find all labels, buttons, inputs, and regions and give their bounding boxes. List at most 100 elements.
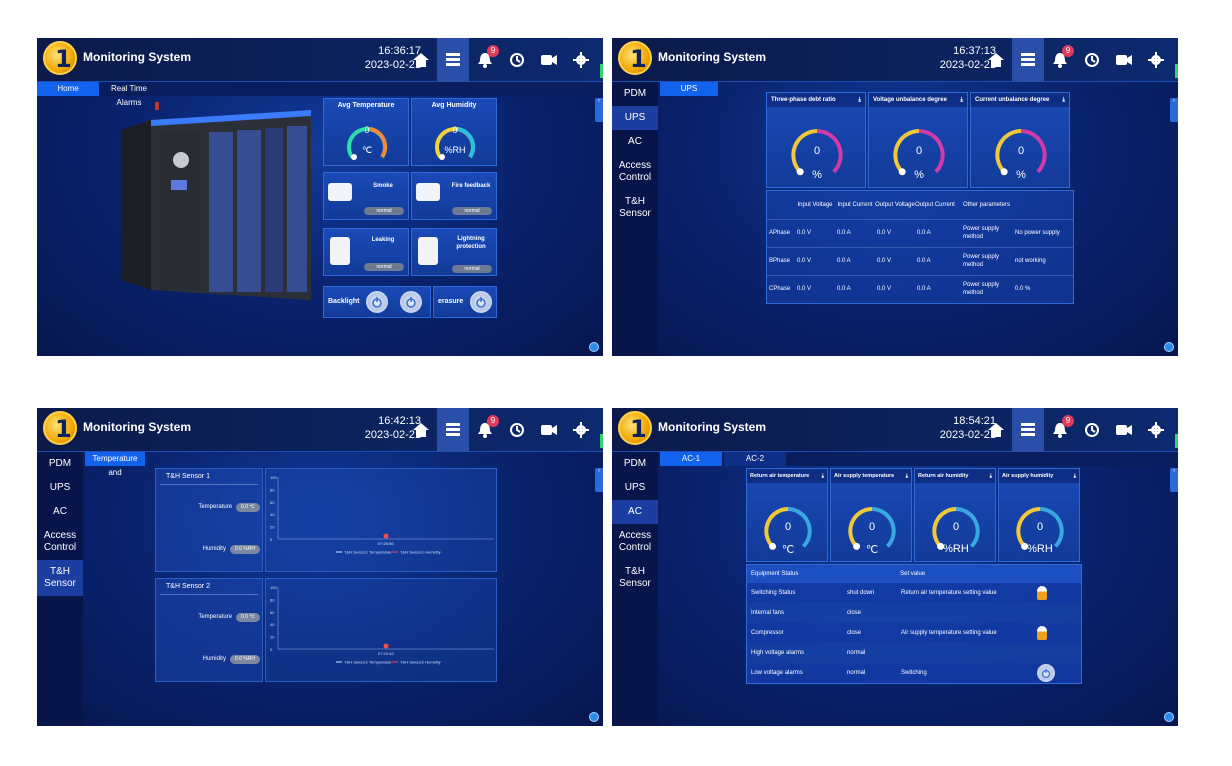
download-icon[interactable]: ⤓ [1073,473,1076,479]
data-point [383,643,389,649]
nav-icons: 9 [980,38,1172,82]
ac-gauge-header: Return air humidity ⤓ [915,469,995,483]
download-icon[interactable]: ⤓ [905,473,908,479]
avg-humidity-panel: Avg Humidity 0 %RH [411,98,497,166]
gear-icon[interactable] [1140,408,1172,452]
sidebar-item-th-sensor[interactable]: T&H Sensor [619,566,651,589]
ups-table-header: Input Voltage Input Current Output Volta… [767,193,1073,217]
y-tick-label: 60 [270,500,275,505]
sidebar-item-th-sensor[interactable]: T&H Sensor [619,196,651,219]
side-drawer-handle[interactable]: ‹ [1170,468,1178,492]
table-row: CPhase 0.0 V 0.0 A 0.0 V 0.0 A Power supply m… [767,275,1073,301]
legend-temperature: T&H Sensor1 Temperature [344,660,392,665]
parameter-name: Power supply method [963,225,1000,240]
tab-ac-2[interactable]: AC-2 [724,452,786,466]
fire-feedback-title: Fire feedback [451,183,491,189]
sidebar-item-ac[interactable]: AC [53,506,67,517]
bell-icon[interactable]: 9 [1044,408,1076,452]
tab-bar [37,82,603,96]
download-icon[interactable]: ⤓ [989,473,992,479]
home-icon[interactable] [405,38,437,82]
sidebar-item-pdm[interactable]: PDM [48,458,72,469]
sidebar: PDM UPS AC Access Control T&H Sensor [612,82,658,356]
tab-real-time-alarms[interactable]: Real Time Alarms [110,84,147,107]
ac-gauge-value: 0 [868,521,876,533]
bell-icon[interactable]: 9 [1044,38,1076,82]
home-icon[interactable] [980,408,1012,452]
gauge-arc-left [995,129,1022,174]
tab-ac-1[interactable]: AC-1 [660,452,722,466]
leaking-title: Leaking [371,237,395,243]
sidebar-item-access-control[interactable]: Access Control [618,530,652,553]
indicator-lamp-icon [1037,626,1047,640]
home-icon[interactable] [980,38,1012,82]
gauge-pointer [1000,168,1008,176]
avg-humidity-unit: %RH [444,145,466,155]
ac-gauge [932,507,980,550]
status-name: Internal fans [751,610,785,616]
switching-power-button[interactable] [1037,664,1055,682]
fullscreen-icon[interactable] [589,342,599,352]
sidebar-item-ac[interactable]: AC [628,136,642,147]
sidebar-item-ac[interactable]: AC [612,500,658,524]
dashboard-icon[interactable] [1012,38,1044,82]
sidebar-item-access-control[interactable]: Access Control [618,160,652,183]
table-row: High voltage alarms normal [747,643,1081,663]
download-icon[interactable]: ⤓ [858,97,861,103]
download-icon[interactable]: ⤓ [821,473,824,479]
fullscreen-icon[interactable] [589,712,599,722]
sensor-info-panel-2: T&H Sensor 2 Temperature 0.0 ℃ Humidity 0.0 … [155,578,263,682]
backlight-power-button-2[interactable] [400,291,422,313]
gear-icon[interactable] [1140,38,1172,82]
side-drawer-handle[interactable]: ‹ [595,98,603,122]
sidebar-item-ups[interactable]: UPS [624,482,646,493]
sidebar-item-ups[interactable]: UPS [49,482,71,493]
sidebar-item-th-sensor[interactable]: T&H Sensor [37,560,83,596]
backlight-power-button[interactable] [366,291,388,313]
camera-icon[interactable] [1108,408,1140,452]
fullscreen-icon[interactable] [1164,342,1174,352]
dashboard-icon[interactable] [437,38,469,82]
gear-icon[interactable] [565,38,597,82]
history-icon[interactable] [501,408,533,452]
tab-home[interactable]: Home [37,82,99,96]
history-icon[interactable] [501,38,533,82]
bell-icon[interactable]: 9 [469,38,501,82]
camera-icon[interactable] [533,408,565,452]
erasure-power-button[interactable] [470,291,492,313]
legend-temperature: T&H Sensor1 Temperature [344,550,392,555]
sidebar-item-pdm[interactable]: PDM [623,458,647,469]
download-icon[interactable]: ⤓ [1062,97,1065,103]
history-icon[interactable] [1076,408,1108,452]
download-icon[interactable]: ⤓ [960,97,963,103]
smoke-title: Smoke [373,183,393,189]
side-drawer-handle[interactable]: ‹ [595,468,603,492]
ac-screen: 1 Monitoring System 18:54:21 2023-02-21 … [612,408,1178,726]
gear-icon[interactable] [565,408,597,452]
home-icon[interactable] [405,408,437,452]
header-input-voltage: Input Voltage [797,202,833,208]
ac-gauge-unit: %RH [1027,543,1053,555]
camera-icon[interactable] [533,38,565,82]
y-tick-label: 60 [270,610,275,615]
alarm-badge: 9 [1062,45,1074,57]
time: 18:54:21 [953,415,996,427]
camera-icon[interactable] [1108,38,1140,82]
ups-gauge-unit: % [914,169,924,181]
ac-status-header: Equipment Status Set value [747,565,1081,583]
bell-icon[interactable]: 9 [469,408,501,452]
dashboard-icon[interactable] [1012,408,1044,452]
sidebar-item-access-control[interactable]: Access Control [43,530,77,553]
avg-humidity-value: 0 [452,125,458,135]
sidebar-item-ups[interactable]: UPS [612,106,658,130]
side-drawer-handle[interactable]: ‹ [1170,98,1178,122]
history-icon[interactable] [1076,38,1108,82]
fullscreen-icon[interactable] [1164,712,1174,722]
tab-ups[interactable]: UPS [660,82,718,96]
dashboard-icon[interactable] [437,408,469,452]
app-title: Monitoring System [83,50,192,64]
y-tick-label: 20 [270,635,275,640]
clock: 18:54:21 2023-02-21 [940,414,996,442]
sidebar-item-pdm[interactable]: PDM [623,88,647,99]
tab-temperature-and-humidity[interactable]: Temperature and [85,452,145,477]
